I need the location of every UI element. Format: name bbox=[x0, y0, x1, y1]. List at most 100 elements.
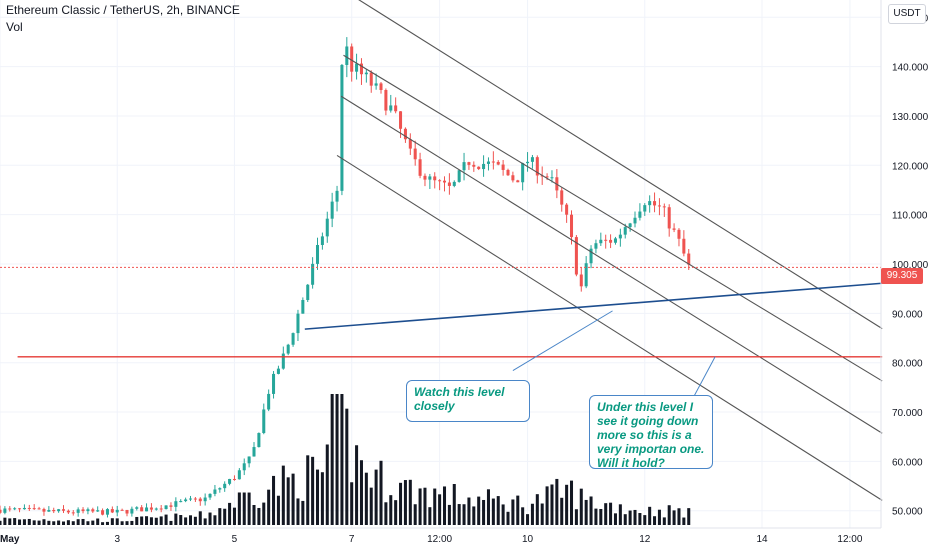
candle-body bbox=[682, 238, 686, 254]
volume-bar bbox=[37, 520, 41, 525]
volume-bar bbox=[198, 511, 202, 525]
volume-bar bbox=[232, 507, 236, 525]
volume-bar bbox=[667, 505, 671, 525]
candles bbox=[0, 37, 691, 518]
volume-bar bbox=[413, 504, 417, 525]
candle-body bbox=[511, 175, 515, 181]
time-tick-label: 3 bbox=[114, 534, 120, 545]
volume-bar bbox=[228, 502, 232, 525]
price-axis[interactable]: 50.000 60.000 70.000 80.000 90.000 100.000 110… bbox=[892, 13, 929, 517]
volume-bar bbox=[125, 521, 129, 525]
volume-bar bbox=[27, 518, 31, 525]
candle-body bbox=[188, 498, 193, 500]
candle-body bbox=[486, 161, 490, 164]
volume-bar bbox=[145, 516, 149, 525]
candle-body bbox=[467, 162, 471, 165]
volume-bar bbox=[408, 479, 412, 525]
volume-bar bbox=[628, 510, 632, 525]
candle-body bbox=[345, 46, 349, 65]
volume-bar bbox=[8, 518, 12, 525]
volume-bar bbox=[0, 520, 2, 525]
channel-line bbox=[343, 54, 883, 382]
candle-body bbox=[648, 201, 652, 206]
time-tick-label: 7 bbox=[349, 534, 355, 545]
volume-bar bbox=[350, 482, 354, 525]
candle-body bbox=[13, 508, 17, 510]
candle-body bbox=[86, 509, 90, 512]
volume-bar bbox=[506, 511, 510, 525]
volume-bar bbox=[526, 514, 530, 525]
volume-bar bbox=[438, 494, 442, 525]
chart-title: Ethereum Classic / TetherUS, 2h, BINANCE bbox=[6, 3, 240, 17]
volume-bar bbox=[535, 494, 539, 525]
candle-body bbox=[115, 509, 119, 513]
volume-bar bbox=[3, 517, 7, 525]
time-tick-label: 14 bbox=[756, 534, 768, 545]
candle-body bbox=[399, 111, 403, 129]
candle-body bbox=[369, 72, 373, 86]
currency-button[interactable]: USDT bbox=[888, 4, 926, 24]
annotation-watch-level[interactable]: Watch this level closely bbox=[406, 380, 530, 422]
volume-bar bbox=[101, 522, 105, 525]
candle-body bbox=[169, 505, 173, 507]
candle-body bbox=[91, 509, 95, 512]
candle-body bbox=[291, 333, 295, 345]
volume-bar bbox=[242, 492, 246, 525]
price-tick-label: 130.000 bbox=[892, 112, 929, 123]
candle-body bbox=[628, 223, 632, 228]
candle-body bbox=[677, 229, 681, 239]
annotation-under-level[interactable]: Under this level I see it going down mor… bbox=[589, 395, 713, 470]
candle-body bbox=[105, 509, 109, 515]
candle-body bbox=[27, 507, 31, 509]
candle-body bbox=[296, 313, 300, 334]
volume-bar bbox=[174, 513, 178, 525]
price-tick-label: 120.000 bbox=[892, 161, 929, 172]
candle-body bbox=[213, 489, 217, 494]
candle-body bbox=[565, 204, 569, 215]
volume-bar bbox=[613, 513, 617, 525]
candle-body bbox=[130, 508, 134, 514]
candle-body bbox=[184, 499, 188, 502]
candle-body bbox=[374, 83, 378, 86]
candle-body bbox=[687, 253, 691, 265]
drawing-lines bbox=[0, 0, 883, 501]
volume-bar bbox=[501, 504, 505, 525]
volume-bar bbox=[257, 507, 261, 525]
candle-body bbox=[149, 507, 153, 510]
volume-bar bbox=[384, 502, 388, 525]
time-axis[interactable]: May 3 5 7 12:00 10 12 14 12:00 bbox=[0, 534, 863, 545]
candle-body bbox=[198, 498, 202, 502]
price-tick-label: 60.000 bbox=[892, 457, 923, 468]
candle-body bbox=[81, 509, 85, 512]
volume-bar bbox=[330, 394, 334, 525]
candle-body bbox=[457, 170, 461, 182]
volume-bar bbox=[486, 489, 490, 525]
channel-line bbox=[358, 0, 883, 330]
time-tick-label: 12 bbox=[639, 534, 651, 545]
candle-body bbox=[623, 227, 627, 235]
volume-bar bbox=[623, 514, 627, 525]
volume-bar bbox=[574, 509, 578, 525]
volume-bar bbox=[687, 508, 691, 525]
candle-body bbox=[335, 190, 339, 202]
candle-body bbox=[574, 237, 578, 275]
volume-bar bbox=[638, 513, 642, 525]
volume-bar bbox=[154, 517, 158, 525]
candle-body bbox=[3, 508, 7, 513]
candle-body bbox=[18, 508, 22, 510]
volume-bar bbox=[135, 516, 139, 525]
candle-body bbox=[379, 83, 383, 90]
volume-bar bbox=[286, 477, 290, 525]
volume-bar bbox=[81, 518, 85, 525]
candle-body bbox=[32, 508, 36, 510]
volume-bar bbox=[662, 517, 666, 525]
candle-body bbox=[584, 263, 588, 287]
volume-bar bbox=[399, 482, 403, 525]
candle-body bbox=[569, 214, 574, 238]
volume-bar bbox=[276, 495, 280, 525]
volume-bar bbox=[262, 502, 266, 525]
candle-body bbox=[408, 139, 412, 149]
candle-body bbox=[57, 509, 61, 512]
volume-bar bbox=[364, 472, 368, 525]
